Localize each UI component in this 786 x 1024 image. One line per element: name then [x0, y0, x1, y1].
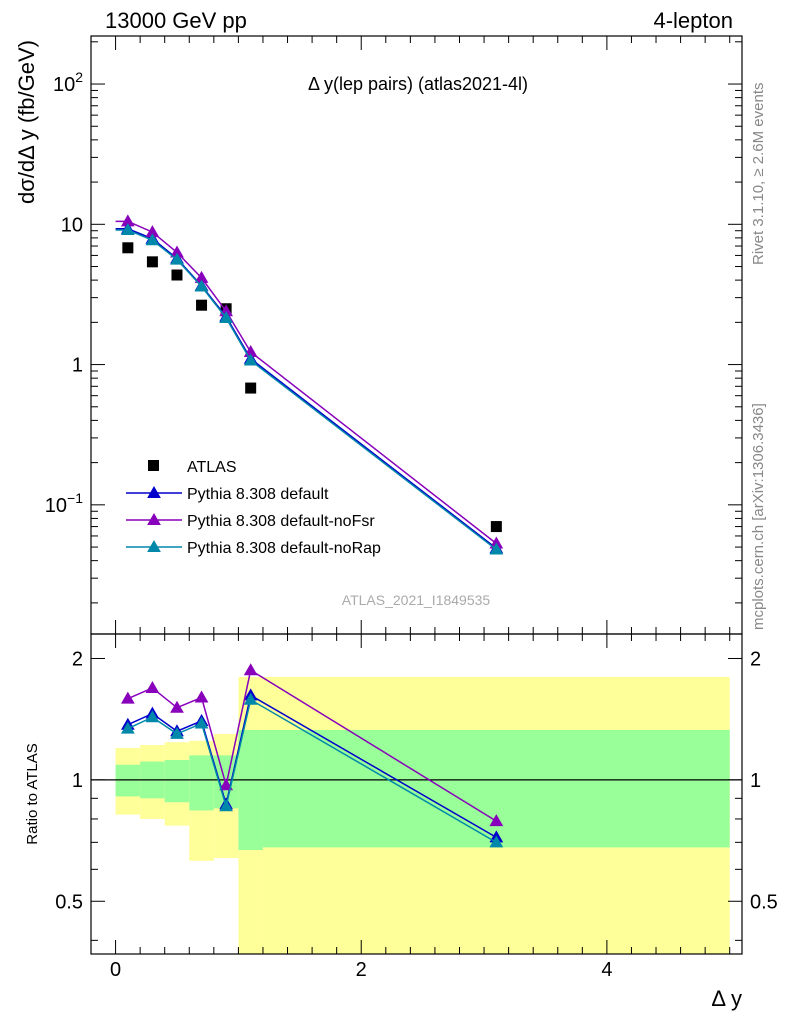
inner-uncertainty-band: [262, 729, 730, 848]
rivet-label: Rivet 3.1.10, ≥ 2.6M events: [750, 83, 767, 266]
ratio-series-layer: [120, 663, 504, 848]
ratio-panel: 0.5 0.5 1 1 2 2 0 2 4: [55, 36, 778, 981]
header-right: 4-lepton: [653, 8, 733, 33]
ratio-series-marker: [145, 710, 160, 723]
ratio-series-marker: [219, 799, 233, 812]
ratio-y-tick-label: 2: [72, 648, 83, 670]
mc-series-marker: [145, 233, 160, 246]
atlas-data-point: [171, 269, 183, 281]
atlas-data-point: [245, 382, 257, 394]
mcplots-label: mcplots.cern.ch [arXiv:1306.3436]: [750, 403, 767, 630]
main-y-tick-label: 10: [61, 214, 83, 236]
legend-label: ATLAS: [187, 459, 237, 476]
ratio-y-tick-label: 0.5: [55, 891, 83, 913]
main-y-ticks: 10−1 1 10 102: [45, 41, 742, 604]
x-ticks: 0 2 4: [110, 36, 731, 981]
ratio-series-marker: [120, 721, 135, 734]
atlas-data-point: [490, 521, 502, 533]
inner-uncertainty-band: [238, 729, 263, 851]
inner-uncertainty-band: [115, 764, 141, 797]
mc-series-marker: [120, 223, 135, 236]
main-y-tick-label: 10−1: [45, 490, 83, 517]
ratio-series-marker: [194, 716, 209, 729]
legend-label: Pythia 8.308 default-noFsr: [187, 513, 375, 530]
main-panel: Δ y(lep pairs) (atlas2021-4l) 10−1 1 10 102…: [45, 35, 743, 635]
ratio-series-marker: [489, 835, 504, 848]
atlas-data-point: [122, 242, 134, 254]
ratio-series-marker: [120, 691, 135, 704]
ratio-y-tick-label: 1: [72, 770, 83, 792]
mc-series-marker: [170, 252, 184, 265]
ratio-series-marker: [219, 778, 233, 791]
ratio-series-marker: [170, 726, 184, 739]
legend-marker: [148, 460, 159, 471]
x-tick-label: 2: [356, 959, 367, 981]
legend-marker: [147, 512, 161, 525]
x-axis-label: Δ y: [711, 986, 742, 1011]
inner-uncertainty-band: [189, 755, 214, 811]
legend: ATLAS Pythia 8.308 default Pythia 8.308 de…: [126, 459, 381, 557]
ratio-plot-frame: [90, 633, 743, 955]
ratio-series-marker: [170, 700, 184, 713]
atlas-data-point: [146, 256, 158, 268]
ratio-series-marker: [243, 663, 258, 676]
ratio-y-tick-label-right: 0.5: [750, 891, 778, 913]
x-tick-label: 0: [110, 959, 121, 981]
legend-marker: [147, 539, 161, 552]
main-y-tick-label: 102: [53, 69, 83, 96]
ratio-y-tick-label-right: 2: [750, 648, 761, 670]
ratio-series-marker: [145, 680, 160, 693]
ratio-series-marker: [194, 690, 209, 703]
mc-series-marker: [489, 542, 504, 555]
mc-series-marker: [243, 353, 258, 366]
legend-marker: [147, 485, 161, 498]
main-series-layer: [115, 214, 504, 555]
watermark: ATLAS_2021_I1849535: [342, 592, 491, 608]
ratio-series-marker: [243, 692, 258, 705]
ratio-series-marker: [489, 814, 504, 827]
main-y-tick-label: 1: [72, 355, 83, 377]
x-tick-label: 4: [601, 959, 612, 981]
main-chart-title: Δ y(lep pairs) (atlas2021-4l): [308, 74, 528, 94]
atlas-data-point: [196, 299, 208, 311]
mc-series-marker: [219, 310, 233, 323]
ratio-y-ticks: 0.5 0.5 1 1 2 2: [55, 648, 778, 941]
ratio-bands: [91, 676, 742, 954]
legend-label: Pythia 8.308 default-noRap: [187, 540, 381, 557]
header-left: 13000 GeV pp: [105, 8, 247, 33]
inner-uncertainty-band: [164, 760, 190, 803]
ratio-y-tick-label-right: 1: [750, 770, 761, 792]
legend-label: Pythia 8.308 default: [187, 486, 329, 503]
ratio-y-axis-label: Ratio to ATLAS: [24, 743, 41, 844]
mc-series-marker: [194, 279, 209, 292]
main-y-axis-label: dσ/dΔ y (fb/GeV): [14, 40, 39, 204]
